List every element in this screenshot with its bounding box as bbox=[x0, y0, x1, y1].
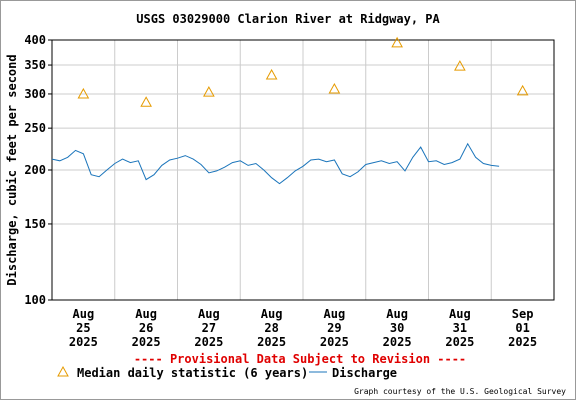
y-tick-label: 150 bbox=[24, 217, 46, 231]
provisional-note: ---- Provisional Data Subject to Revisio… bbox=[134, 352, 466, 366]
legend-label: Median daily statistic (6 years) bbox=[77, 366, 308, 380]
x-tick-label-line: 2025 bbox=[383, 335, 412, 349]
chart-title: USGS 03029000 Clarion River at Ridgway, … bbox=[136, 12, 440, 26]
credit: Graph courtesy of the U.S. Geological Su… bbox=[354, 387, 566, 396]
x-tick-label: Aug 30 2025 bbox=[383, 307, 412, 349]
x-tick-label: Aug 31 2025 bbox=[445, 307, 474, 349]
x-tick-label-line: 31 bbox=[453, 321, 467, 335]
y-tick-label: 300 bbox=[24, 87, 46, 101]
x-tick-label-line: 26 bbox=[139, 321, 153, 335]
x-tick-label: Aug 25 2025 bbox=[69, 307, 98, 349]
y-axis-label: Discharge, cubic feet per second bbox=[5, 54, 19, 285]
x-tick-label: Aug 27 2025 bbox=[194, 307, 223, 349]
x-tick-label-line: 27 bbox=[202, 321, 216, 335]
median-marker bbox=[77, 87, 90, 99]
x-tick-label-line: 01 bbox=[515, 321, 529, 335]
median-marker bbox=[140, 96, 152, 107]
x-tick-label-line: 2025 bbox=[257, 335, 286, 349]
x-tick-label-line: Sep bbox=[512, 307, 534, 321]
x-tick-label: Aug 29 2025 bbox=[320, 307, 349, 349]
median-marker bbox=[516, 84, 529, 96]
median-marker bbox=[203, 86, 215, 97]
x-tick-label-line: 2025 bbox=[508, 335, 537, 349]
x-tick-label-line: 2025 bbox=[194, 335, 223, 349]
median-marker bbox=[265, 68, 278, 80]
x-tick-label-line: 25 bbox=[76, 321, 90, 335]
y-tick-label: 250 bbox=[24, 121, 46, 135]
legend-marker bbox=[57, 365, 69, 377]
x-tick-label-line: 2025 bbox=[320, 335, 349, 349]
median-marker bbox=[454, 60, 466, 71]
legend-label: Discharge bbox=[332, 366, 397, 380]
x-tick-label-line: 30 bbox=[390, 321, 404, 335]
x-tick-label: Aug 26 2025 bbox=[132, 307, 161, 349]
x-tick-label-line: Aug bbox=[135, 307, 157, 321]
median-marker bbox=[328, 82, 341, 94]
x-tick-label-line: Aug bbox=[386, 307, 408, 321]
x-tick-label-line: Aug bbox=[261, 307, 283, 321]
x-tick-label-line: 2025 bbox=[69, 335, 98, 349]
x-tick-label-line: Aug bbox=[73, 307, 95, 321]
y-tick-label: 200 bbox=[24, 163, 46, 177]
discharge-line bbox=[51, 142, 500, 185]
x-tick-label-line: Aug bbox=[324, 307, 346, 321]
y-tick-label: 400 bbox=[24, 33, 46, 47]
x-tick-label-line: Aug bbox=[449, 307, 471, 321]
x-tick-label-line: 2025 bbox=[132, 335, 161, 349]
x-tick-label: Sep 01 2025 bbox=[508, 307, 537, 349]
y-tick-label: 100 bbox=[24, 293, 46, 307]
median-marker bbox=[391, 36, 403, 48]
x-tick-label-line: 2025 bbox=[445, 335, 474, 349]
plot-border bbox=[51, 39, 555, 301]
x-tick-label-line: Aug bbox=[198, 307, 220, 321]
y-tick-label: 350 bbox=[24, 58, 46, 72]
x-tick-label-line: 29 bbox=[327, 321, 341, 335]
x-tick-label: Aug 28 2025 bbox=[257, 307, 286, 349]
x-tick-label-line: 28 bbox=[264, 321, 278, 335]
